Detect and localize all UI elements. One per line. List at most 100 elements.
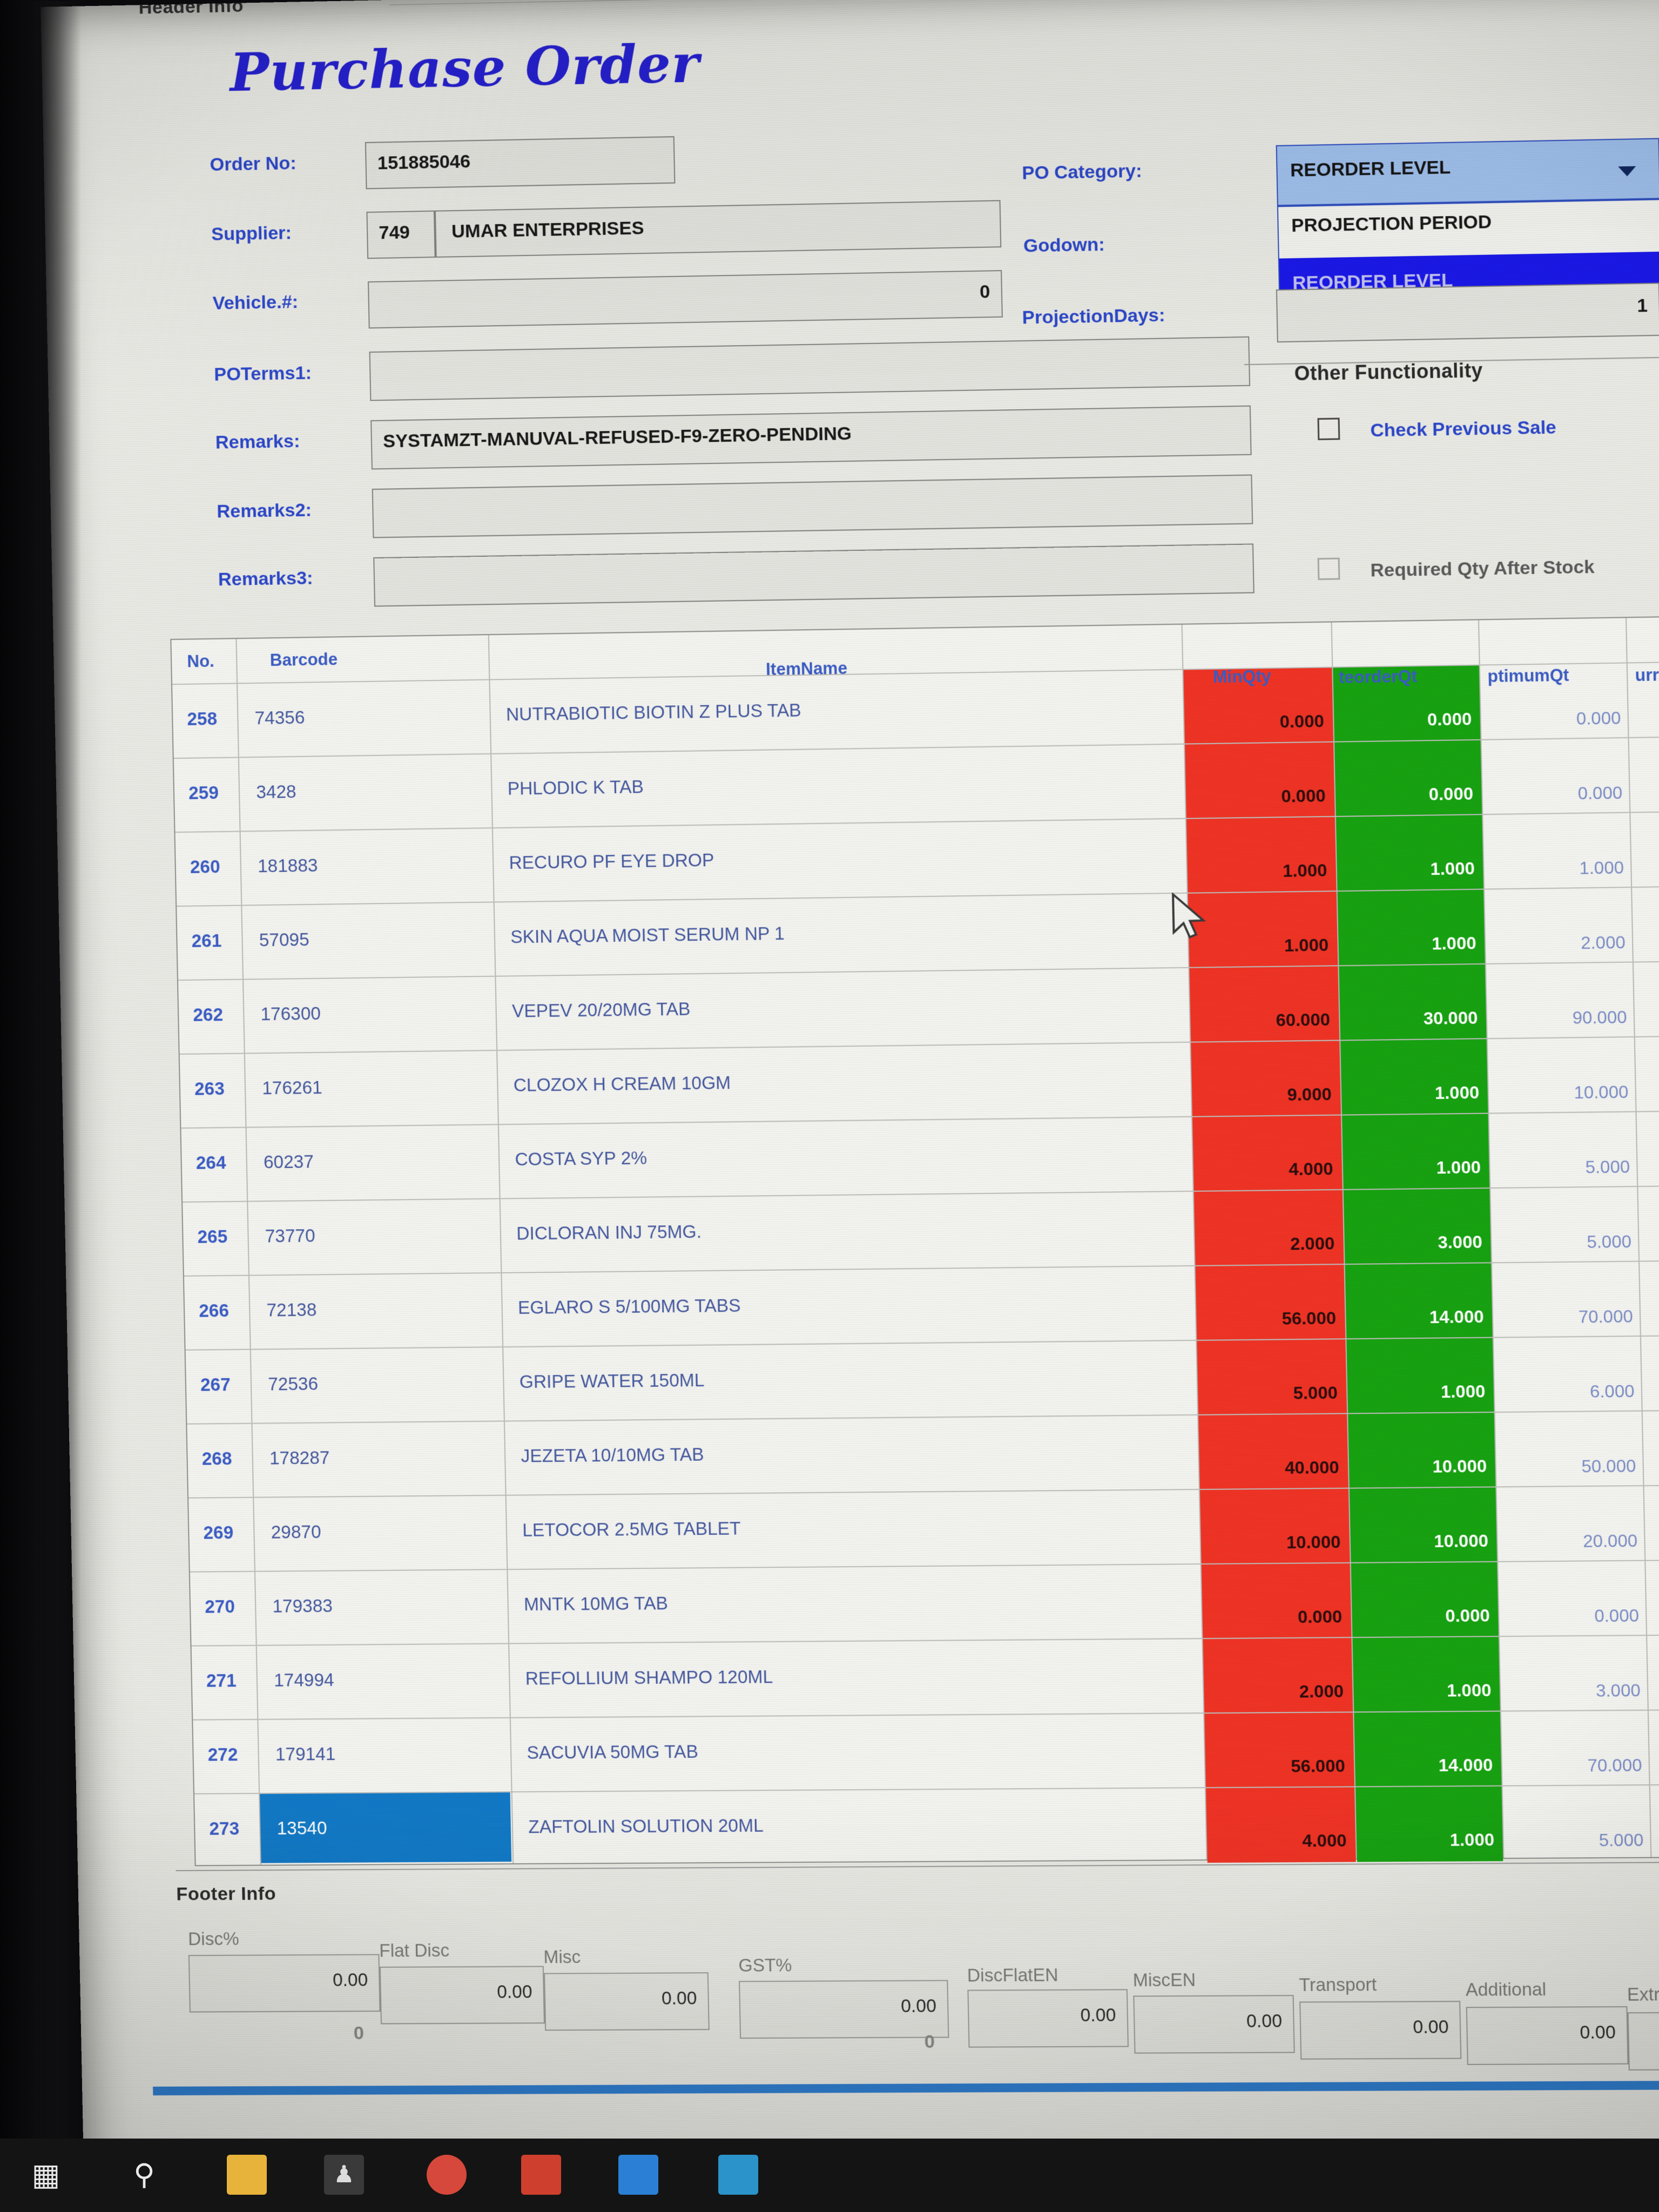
cell-no[interactable]: 265 [197, 1226, 228, 1247]
cell-minqty[interactable]: 60.000 [1276, 1009, 1331, 1030]
cell-reorderqty[interactable]: 1.000 [1446, 1680, 1492, 1701]
cell-itemname[interactable]: MNTK 10MG TAB [523, 1593, 669, 1615]
cell-optimumqty[interactable]: 5.000 [1586, 1231, 1632, 1252]
check-previous-sale-checkbox[interactable] [1317, 417, 1340, 441]
po-category-option-0[interactable]: PROJECTION PERIOD [1291, 211, 1492, 237]
cell-minqty[interactable]: 56.000 [1290, 1756, 1346, 1776]
cell-itemname[interactable]: DICLORAN INJ 75MG. [516, 1221, 702, 1244]
cell-no[interactable]: 271 [206, 1670, 237, 1691]
cell-no[interactable]: 267 [200, 1374, 231, 1395]
cell-reorderqty[interactable]: 3.000 [1437, 1232, 1483, 1252]
windows-taskbar[interactable]: ▦ ⚲ ♟ [0, 2139, 1659, 2212]
cell-barcode[interactable]: 29870 [271, 1521, 321, 1542]
start-button[interactable]: ▦ [31, 2157, 60, 2191]
cell-no[interactable]: 273 [209, 1818, 240, 1839]
app-icon-6[interactable] [618, 2155, 658, 2195]
grid-header-itemname[interactable]: ItemName [765, 658, 848, 679]
items-grid[interactable]: No. Barcode ItemName MinQty teorderQt pt… [170, 614, 1659, 1866]
cell-minqty[interactable]: 10.000 [1286, 1532, 1341, 1553]
cell-no[interactable]: 261 [191, 930, 222, 951]
cell-minqty[interactable]: 1.000 [1282, 860, 1327, 881]
poterms1-field[interactable] [369, 336, 1251, 401]
file-explorer-icon[interactable] [227, 2155, 267, 2195]
people-icon[interactable]: ♟ [324, 2155, 364, 2195]
cell-no[interactable]: 272 [207, 1744, 238, 1765]
cell-no[interactable]: 262 [193, 1004, 224, 1025]
cell-no[interactable]: 270 [204, 1596, 235, 1617]
cell-no[interactable]: 258 [187, 708, 218, 730]
cell-optimumqty[interactable]: 20.000 [1582, 1530, 1638, 1552]
cell-reorderqty[interactable]: 10.000 [1433, 1530, 1489, 1552]
cell-optimumqty[interactable]: 50.000 [1581, 1455, 1636, 1476]
cell-itemname[interactable]: LETOCOR 2.5MG TABLET [522, 1518, 741, 1540]
grid-header-no[interactable]: No. [187, 651, 215, 671]
cell-optimumqty[interactable]: 70.000 [1578, 1306, 1634, 1327]
grid-header-currentstock[interactable]: urrentSto [1635, 664, 1659, 685]
cell-itemname[interactable]: SACUVIA 50MG TAB [527, 1741, 699, 1763]
app-icon-7[interactable] [718, 2155, 758, 2195]
remarks3-field[interactable] [373, 543, 1255, 607]
grid-header-optimumqty[interactable]: ptimumQt [1487, 665, 1569, 686]
cell-no[interactable]: 259 [188, 782, 219, 803]
cell-no[interactable]: 266 [199, 1300, 230, 1321]
cell-optimumqty[interactable]: 5.000 [1599, 1830, 1644, 1850]
cell-barcode[interactable]: 174994 [273, 1669, 334, 1690]
cell-no[interactable]: 264 [195, 1152, 226, 1173]
cell-reorderqty[interactable]: 1.000 [1440, 1381, 1486, 1402]
cell-reorderqty[interactable]: 0.000 [1445, 1605, 1491, 1626]
chevron-down-icon[interactable] [1618, 166, 1636, 177]
grid-header-barcode[interactable]: Barcode [269, 649, 338, 670]
cell-optimumqty[interactable]: 6.000 [1589, 1381, 1635, 1401]
cell-itemname[interactable]: REFOLLIUM SHAMPO 120ML [525, 1666, 773, 1689]
cell-reorderqty[interactable]: 0.000 [1427, 709, 1472, 730]
cell-reorderqty[interactable]: 1.000 [1430, 858, 1475, 879]
cell-barcode[interactable]: 72138 [266, 1299, 317, 1320]
cell-barcode[interactable]: 176261 [261, 1077, 322, 1098]
cell-minqty[interactable]: 2.000 [1299, 1681, 1344, 1702]
cell-reorderqty[interactable]: 1.000 [1434, 1082, 1480, 1103]
cell-minqty[interactable]: 0.000 [1280, 785, 1326, 806]
cell-optimumqty[interactable]: 70.000 [1587, 1755, 1642, 1776]
cell-barcode[interactable]: 3428 [256, 781, 296, 802]
cell-optimumqty[interactable]: 2.000 [1580, 932, 1626, 953]
cell-minqty[interactable]: 4.000 [1301, 1830, 1347, 1851]
cell-itemname[interactable]: GRIPE WATER 150ML [519, 1370, 705, 1392]
cell-optimumqty[interactable]: 3.000 [1595, 1680, 1641, 1701]
cell-barcode[interactable]: 179383 [272, 1595, 333, 1616]
cell-itemname[interactable]: NUTRABIOTIC BIOTIN Z PLUS TAB [505, 699, 801, 725]
cell-barcode[interactable]: 60237 [263, 1151, 314, 1172]
cell-optimumqty[interactable]: 0.000 [1576, 707, 1621, 729]
app-icon-5[interactable] [521, 2155, 561, 2195]
cell-no[interactable]: 269 [203, 1522, 234, 1543]
chrome-icon[interactable] [427, 2155, 467, 2195]
cell-barcode[interactable]: 176300 [260, 1003, 321, 1024]
cell-barcode[interactable]: 72536 [267, 1373, 319, 1394]
cell-optimumqty[interactable]: 1.000 [1579, 857, 1624, 878]
cell-optimumqty[interactable]: 0.000 [1577, 783, 1623, 804]
cell-no[interactable]: 263 [194, 1078, 225, 1099]
required-qty-after-stock-checkbox[interactable] [1317, 557, 1340, 581]
cell-minqty[interactable]: 0.000 [1279, 711, 1325, 732]
cell-itemname[interactable]: EGLARO S 5/100MG TABS [517, 1295, 741, 1318]
cell-barcode[interactable]: 57095 [259, 929, 309, 950]
cell-itemname[interactable]: COSTA SYP 2% [515, 1147, 648, 1170]
cell-reorderqty[interactable]: 1.000 [1449, 1829, 1495, 1850]
cell-reorderqty[interactable]: 0.000 [1428, 783, 1474, 805]
cell-optimumqty[interactable]: 5.000 [1585, 1156, 1630, 1177]
cell-itemname[interactable]: SKIN AQUA MOIST SERUM NP 1 [510, 923, 785, 947]
cell-reorderqty[interactable]: 14.000 [1438, 1755, 1493, 1776]
